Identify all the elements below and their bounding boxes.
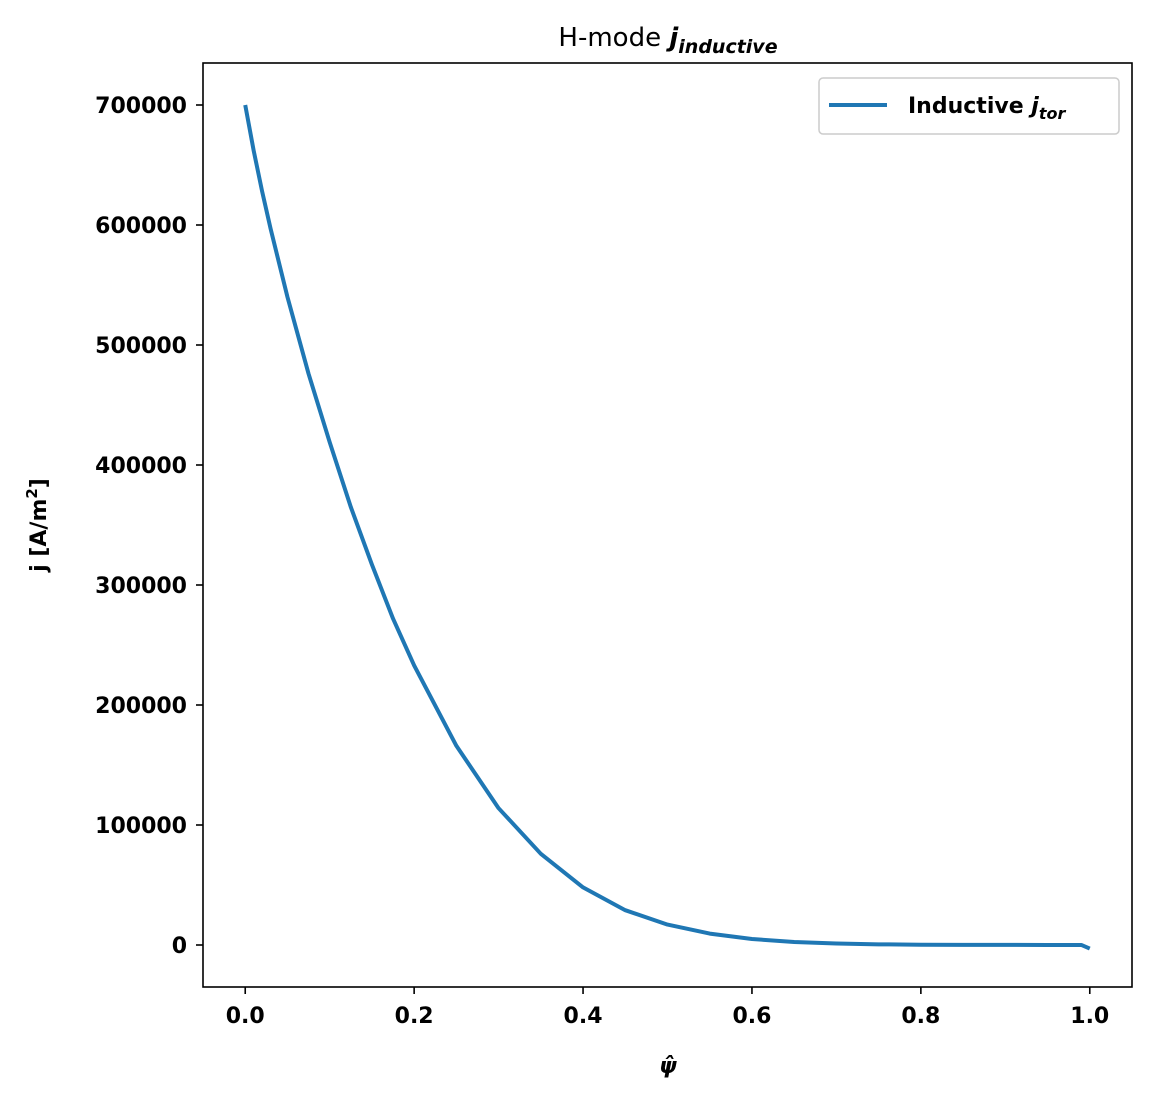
y-tick-label: 600000 (95, 214, 187, 239)
y-tick-label: 0 (172, 934, 187, 959)
y-axis-label-sup: 2 (23, 488, 41, 498)
y-tick-label: 700000 (95, 94, 187, 119)
chart-title-symbol: j (665, 23, 679, 53)
legend: Inductive jtor (818, 77, 1120, 135)
legend-label-subscript: tor (1039, 104, 1067, 123)
y-tick-label: 500000 (95, 334, 187, 359)
x-axis-label: ψ̂ (659, 1054, 677, 1079)
series-line-0 (243, 104, 1091, 951)
x-tick-label: 0.4 (564, 1004, 603, 1029)
legend-label-text: Inductive (908, 94, 1031, 119)
y-axis-label-close: ] (27, 478, 52, 488)
legend-label: Inductive jtor (908, 94, 1066, 123)
y-tick-label: 100000 (95, 814, 187, 839)
x-tick-label: 0.8 (901, 1004, 940, 1029)
axes-frame (202, 62, 1133, 988)
x-tick-label: 0.2 (395, 1004, 434, 1029)
chart-title-subscript: inductive (678, 36, 777, 58)
y-axis-label-text: j [A/m (27, 499, 52, 573)
y-tick-label: 200000 (95, 694, 187, 719)
y-axis-ticks: 0 100000 200000 300000 400000 500000 600000 700… (95, 94, 203, 959)
series-group (243, 104, 1091, 951)
chart-title: H-mode jinductive (558, 23, 777, 58)
x-tick-label: 0.6 (732, 1004, 771, 1029)
y-tick-label: 400000 (95, 454, 187, 479)
chart-title-prefix: H-mode (558, 23, 669, 53)
legend-label-symbol: j (1028, 94, 1039, 119)
y-tick-label: 300000 (95, 574, 187, 599)
plot-area (202, 62, 1133, 988)
x-tick-label: 0.0 (226, 1004, 265, 1029)
legend-box (818, 77, 1120, 135)
x-tick-label: 1.0 (1070, 1004, 1109, 1029)
y-axis-label: j [A/m2] (23, 478, 52, 573)
x-axis-ticks: 0.0 0.2 0.4 0.6 0.8 1.0 (226, 987, 1109, 1029)
